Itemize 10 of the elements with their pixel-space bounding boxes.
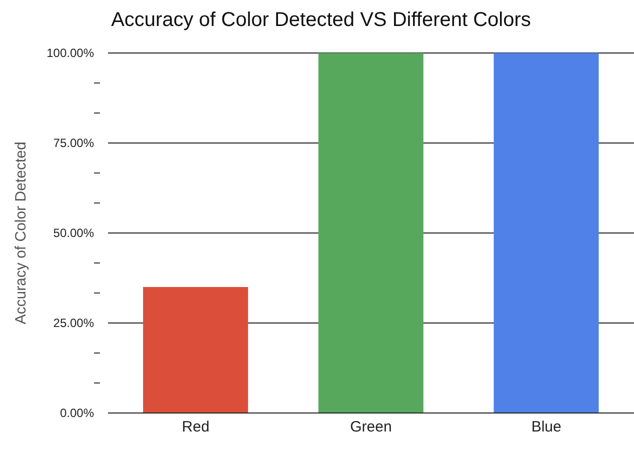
y-tick-label: 100.00%	[46, 46, 94, 60]
x-tick-label: Blue	[531, 418, 562, 436]
chart-title: Accuracy of Color Detected VS Different Colors	[110, 8, 532, 33]
y-tick-label: 75.00%	[53, 136, 94, 150]
y-tick-label: 50.00%	[53, 226, 94, 240]
y-tick-label: 25.00%	[53, 316, 94, 330]
y-tick-label: 0.00%	[60, 406, 94, 420]
x-tick-label: Red	[182, 418, 210, 436]
y-axis-title: Accuracy of Color Detected	[12, 142, 30, 324]
x-tick-label: Green	[350, 418, 392, 436]
